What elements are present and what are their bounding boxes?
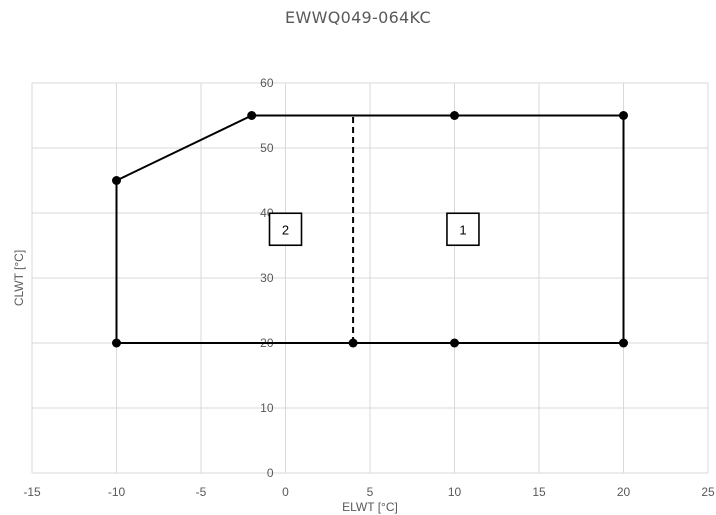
envelope-point bbox=[450, 111, 459, 120]
y-tick-label: 60 bbox=[260, 76, 274, 90]
x-tick-label: 15 bbox=[532, 485, 546, 499]
gridlines bbox=[32, 83, 708, 473]
x-axis-label: ELWT [°C] bbox=[342, 500, 398, 514]
y-tick-label: 30 bbox=[260, 271, 274, 285]
envelope-point bbox=[349, 339, 358, 348]
zone-number: 1 bbox=[459, 222, 466, 237]
y-tick-label: 10 bbox=[260, 401, 274, 415]
zone-labels: 12 bbox=[270, 213, 479, 245]
envelope-point bbox=[112, 339, 121, 348]
zone-2-label: 2 bbox=[270, 213, 302, 245]
x-tick-labels: -15 -10 -5 0 5 10 15 20 25 bbox=[23, 485, 715, 499]
x-tick-label: -10 bbox=[108, 485, 126, 499]
y-tick-label: 0 bbox=[267, 466, 274, 480]
y-axis-label: CLWT [°C] bbox=[12, 250, 26, 306]
x-tick-label: -5 bbox=[196, 485, 207, 499]
x-tick-label: 10 bbox=[448, 485, 462, 499]
x-tick-label: 20 bbox=[617, 485, 631, 499]
x-tick-label: 5 bbox=[367, 485, 374, 499]
x-tick-label: 0 bbox=[282, 485, 289, 499]
zone-number: 2 bbox=[282, 222, 289, 237]
y-tick-label: 50 bbox=[260, 141, 274, 155]
x-tick-label: 25 bbox=[701, 485, 715, 499]
envelope-point bbox=[247, 111, 256, 120]
x-tick-label: -15 bbox=[23, 485, 41, 499]
envelope-point bbox=[112, 176, 121, 185]
envelope-point bbox=[619, 339, 628, 348]
zone-1-label: 1 bbox=[447, 213, 479, 245]
envelope-point bbox=[619, 111, 628, 120]
envelope-point bbox=[450, 339, 459, 348]
